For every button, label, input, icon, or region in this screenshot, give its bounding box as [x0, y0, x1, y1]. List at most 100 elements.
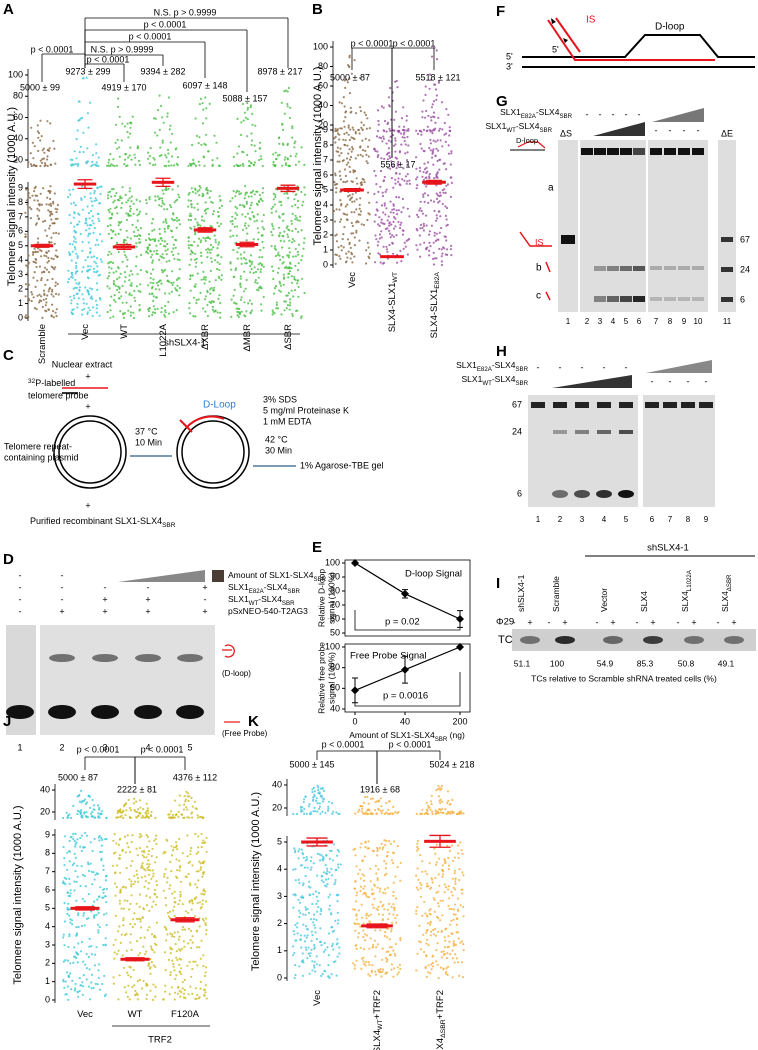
dot	[186, 964, 189, 967]
gradient-wedge	[646, 360, 712, 373]
dot	[56, 283, 59, 286]
dot	[187, 911, 190, 914]
mean-label: 2222 ± 81	[117, 784, 157, 794]
dot	[206, 251, 209, 254]
tick-label: 7	[323, 154, 328, 164]
category-label: SLX4-SLX1WT	[387, 271, 399, 332]
dot	[208, 249, 211, 252]
dot	[92, 255, 95, 258]
dot	[27, 315, 30, 319]
dot	[357, 221, 360, 224]
dot	[98, 925, 101, 929]
dot	[287, 228, 290, 231]
dot	[342, 212, 345, 215]
dot	[261, 199, 264, 202]
dot	[109, 207, 112, 210]
label-part: pSxNEO-540-T2AG3	[228, 606, 308, 616]
dot	[457, 852, 460, 855]
dot	[236, 189, 239, 192]
dot	[454, 877, 457, 880]
dot	[274, 164, 277, 167]
dot	[113, 957, 116, 960]
dot	[240, 296, 243, 299]
dot	[278, 136, 281, 139]
dot	[380, 218, 383, 221]
dot	[373, 192, 376, 196]
dot	[84, 885, 87, 888]
dot	[95, 282, 99, 285]
dot	[67, 945, 70, 949]
dot	[93, 260, 96, 263]
dot	[452, 944, 455, 947]
dot	[183, 928, 187, 931]
dot	[441, 145, 444, 148]
dot	[402, 247, 405, 250]
dot	[187, 218, 190, 221]
dot	[46, 155, 49, 158]
lane-number: 5	[187, 742, 192, 752]
panel-letter: I	[496, 575, 500, 592]
dot	[347, 250, 350, 253]
dot	[200, 251, 203, 254]
dot	[326, 870, 329, 873]
dot	[54, 284, 57, 287]
dot	[205, 133, 208, 136]
dot	[360, 842, 363, 845]
dot	[374, 970, 377, 973]
sign: -	[717, 617, 720, 627]
dot	[428, 175, 431, 178]
dot	[365, 912, 368, 915]
mean-label: 9394 ± 282	[141, 66, 186, 76]
dot	[215, 267, 219, 271]
band	[643, 636, 663, 644]
dot	[98, 963, 101, 966]
dot	[287, 164, 290, 167]
tick-label: 6	[18, 226, 23, 236]
dot	[315, 902, 318, 906]
dot	[442, 191, 445, 194]
dot	[74, 204, 77, 207]
dot	[251, 260, 254, 263]
dot	[377, 119, 380, 123]
dot	[279, 239, 282, 242]
dot	[152, 964, 155, 967]
dot	[219, 302, 222, 305]
plot-title: Free Probe Signal	[350, 651, 427, 662]
dot	[390, 223, 393, 226]
dot	[95, 238, 98, 242]
dot	[131, 273, 134, 276]
dot	[163, 951, 167, 954]
dot	[128, 274, 131, 277]
dot	[169, 971, 172, 974]
mean-label: 5000 ± 87	[330, 72, 370, 82]
dot	[190, 946, 193, 950]
dot	[259, 198, 263, 201]
dot	[146, 835, 149, 839]
dot	[127, 156, 130, 159]
dot	[201, 903, 204, 906]
dot	[425, 214, 428, 217]
dot	[76, 795, 79, 798]
dot	[445, 132, 448, 135]
dot	[218, 241, 221, 244]
dot	[169, 124, 172, 127]
dot	[343, 105, 346, 108]
dot	[193, 800, 197, 803]
dot	[336, 938, 339, 941]
dot	[450, 890, 453, 894]
dot	[290, 222, 293, 225]
dot	[346, 256, 349, 259]
dot	[137, 880, 140, 883]
dot	[344, 261, 348, 264]
dot	[153, 311, 157, 314]
dot	[245, 310, 248, 313]
dot	[382, 904, 385, 907]
subscript: WT	[392, 271, 399, 282]
dot	[261, 240, 264, 243]
subscript: WT	[377, 1018, 384, 1029]
dot	[397, 196, 400, 199]
dot	[54, 207, 57, 210]
dot	[461, 852, 464, 856]
dot	[157, 109, 160, 112]
dot	[419, 223, 423, 226]
